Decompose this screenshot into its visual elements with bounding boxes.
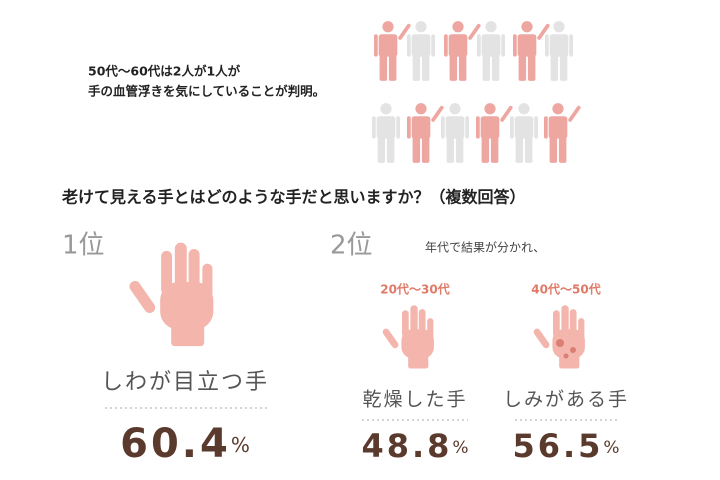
value: 60.4	[120, 421, 231, 467]
spotted-hand	[532, 305, 585, 369]
person	[407, 103, 445, 163]
age-group: 40代～50代	[531, 282, 600, 297]
spot	[563, 353, 569, 359]
rank-label: 2位	[330, 231, 373, 261]
percent: 60.4%	[120, 421, 250, 467]
hand-icon	[532, 305, 585, 369]
person	[544, 103, 582, 163]
spot	[556, 339, 564, 347]
value: 48.8	[361, 427, 452, 465]
person	[441, 103, 469, 163]
header-line: 手の血管浮きを気にしていることが判明。	[88, 84, 325, 99]
unit: %	[231, 433, 250, 457]
person	[477, 21, 505, 81]
value: 56.5	[512, 427, 603, 465]
pictogram	[372, 21, 582, 163]
header-line: 50代～60代は2人が1人が	[88, 64, 241, 79]
person	[374, 21, 412, 81]
percent: 56.5%	[512, 427, 619, 465]
person	[545, 21, 573, 81]
person	[510, 103, 538, 163]
item-label: しみがある手	[503, 389, 629, 411]
item-label: しわが目立つ手	[101, 370, 269, 395]
person	[372, 103, 400, 163]
hand-icon	[127, 242, 214, 347]
spot	[570, 347, 576, 353]
age-group: 20代～30代	[380, 282, 449, 297]
note: 年代で結果が分かれ、	[425, 240, 545, 255]
person	[407, 21, 435, 81]
hand-icon	[381, 305, 434, 369]
person	[476, 103, 514, 163]
unit: %	[452, 438, 468, 458]
person	[513, 21, 551, 81]
rank-label: 1位	[62, 231, 105, 261]
person	[444, 21, 482, 81]
question: 老けて見える手とはどのような手だと思いますか？（複数回答）	[61, 188, 526, 207]
item-label: 乾燥した手	[362, 389, 467, 411]
unit: %	[603, 438, 619, 458]
percent: 48.8%	[361, 427, 468, 465]
